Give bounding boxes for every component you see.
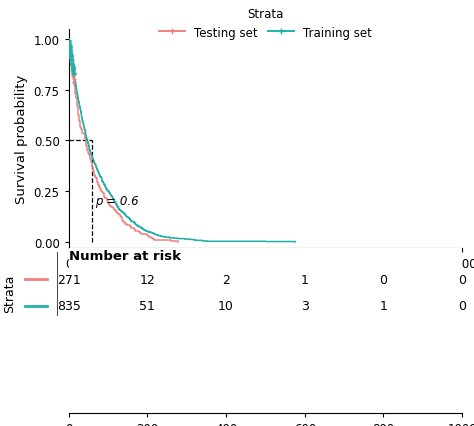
Legend: Testing set, Training set: Testing set, Training set — [155, 3, 376, 44]
Text: 835: 835 — [57, 299, 81, 313]
Text: 0: 0 — [458, 299, 466, 313]
Text: 3: 3 — [301, 299, 309, 313]
Text: 271: 271 — [57, 273, 81, 286]
Text: Strata: Strata — [3, 274, 16, 312]
Text: 0: 0 — [380, 273, 387, 286]
Text: 12: 12 — [139, 273, 155, 286]
Text: 2: 2 — [222, 273, 230, 286]
Text: Number at risk: Number at risk — [69, 250, 181, 262]
Text: 0: 0 — [458, 273, 466, 286]
X-axis label: Time: Time — [249, 276, 282, 289]
Text: 1: 1 — [380, 299, 387, 313]
Text: 10: 10 — [218, 299, 234, 313]
Text: p = 0.6: p = 0.6 — [95, 195, 139, 208]
Text: 1: 1 — [301, 273, 309, 286]
Y-axis label: Survival probability: Survival probability — [15, 75, 28, 204]
Text: 51: 51 — [139, 299, 155, 313]
